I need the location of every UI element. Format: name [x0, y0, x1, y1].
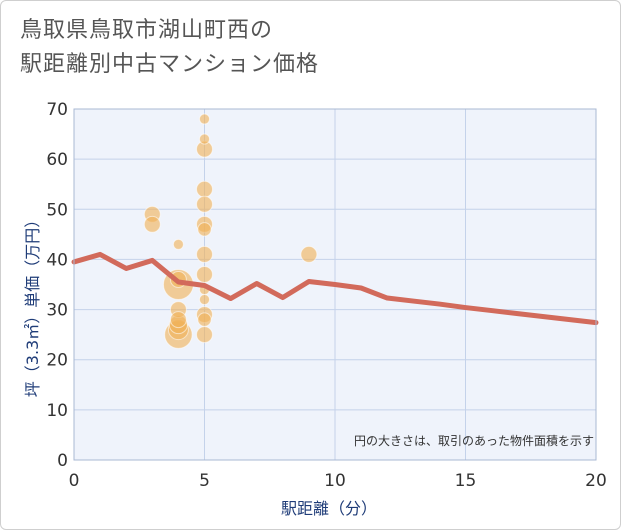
bubble-point	[196, 245, 213, 263]
x-tick-label: 5	[199, 471, 210, 491]
bubble-point	[172, 238, 184, 250]
x-tick-label: 20	[585, 471, 607, 491]
y-tick-label: 20	[46, 351, 68, 371]
y-tick-label: 50	[46, 200, 68, 220]
y-tick-labels: 0 10 20 30 40 50 60 70	[46, 100, 68, 471]
bubble-point	[143, 215, 161, 233]
bubble-point	[197, 312, 212, 327]
chart-title-line-2: 駅距離別中古マンション価格	[20, 52, 320, 77]
x-tick-label: 15	[455, 471, 477, 491]
y-axis-label: 坪（3.3㎡）単価（万円）	[23, 212, 42, 397]
bubble-point	[196, 326, 213, 344]
y-tick-label: 60	[46, 150, 68, 170]
bubble-point	[197, 222, 212, 237]
y-tick-label: 0	[57, 451, 68, 471]
bubble-size-note: 円の大きさは、取引のあった物件面積を示す	[354, 433, 594, 448]
x-tick-labels: 0 5 10 15 20	[69, 471, 607, 491]
bubble-point	[198, 113, 211, 125]
chart-title: 鳥取県鳥取市湖山町西の 駅距離別中古マンション価格	[20, 14, 319, 82]
y-tick-label: 30	[46, 301, 68, 321]
bubble-point	[196, 180, 213, 198]
x-axis-label: 駅距離（分）	[281, 499, 377, 518]
bubble-point	[198, 133, 211, 145]
plot-frame	[73, 108, 597, 461]
y-tick-label: 40	[46, 250, 68, 270]
x-tick-label: 0	[69, 471, 80, 491]
bubble-point	[196, 195, 213, 213]
chart-title-line-1: 鳥取県鳥取市湖山町西の	[20, 18, 274, 43]
x-tick-label: 10	[324, 471, 346, 491]
y-tick-label: 10	[46, 401, 68, 421]
bubble-point	[169, 311, 187, 329]
average-price-line	[71, 251, 599, 326]
bubble-point	[300, 245, 318, 263]
bubble-point	[196, 265, 213, 283]
y-tick-label: 70	[46, 100, 68, 120]
bubble-point	[198, 294, 211, 306]
